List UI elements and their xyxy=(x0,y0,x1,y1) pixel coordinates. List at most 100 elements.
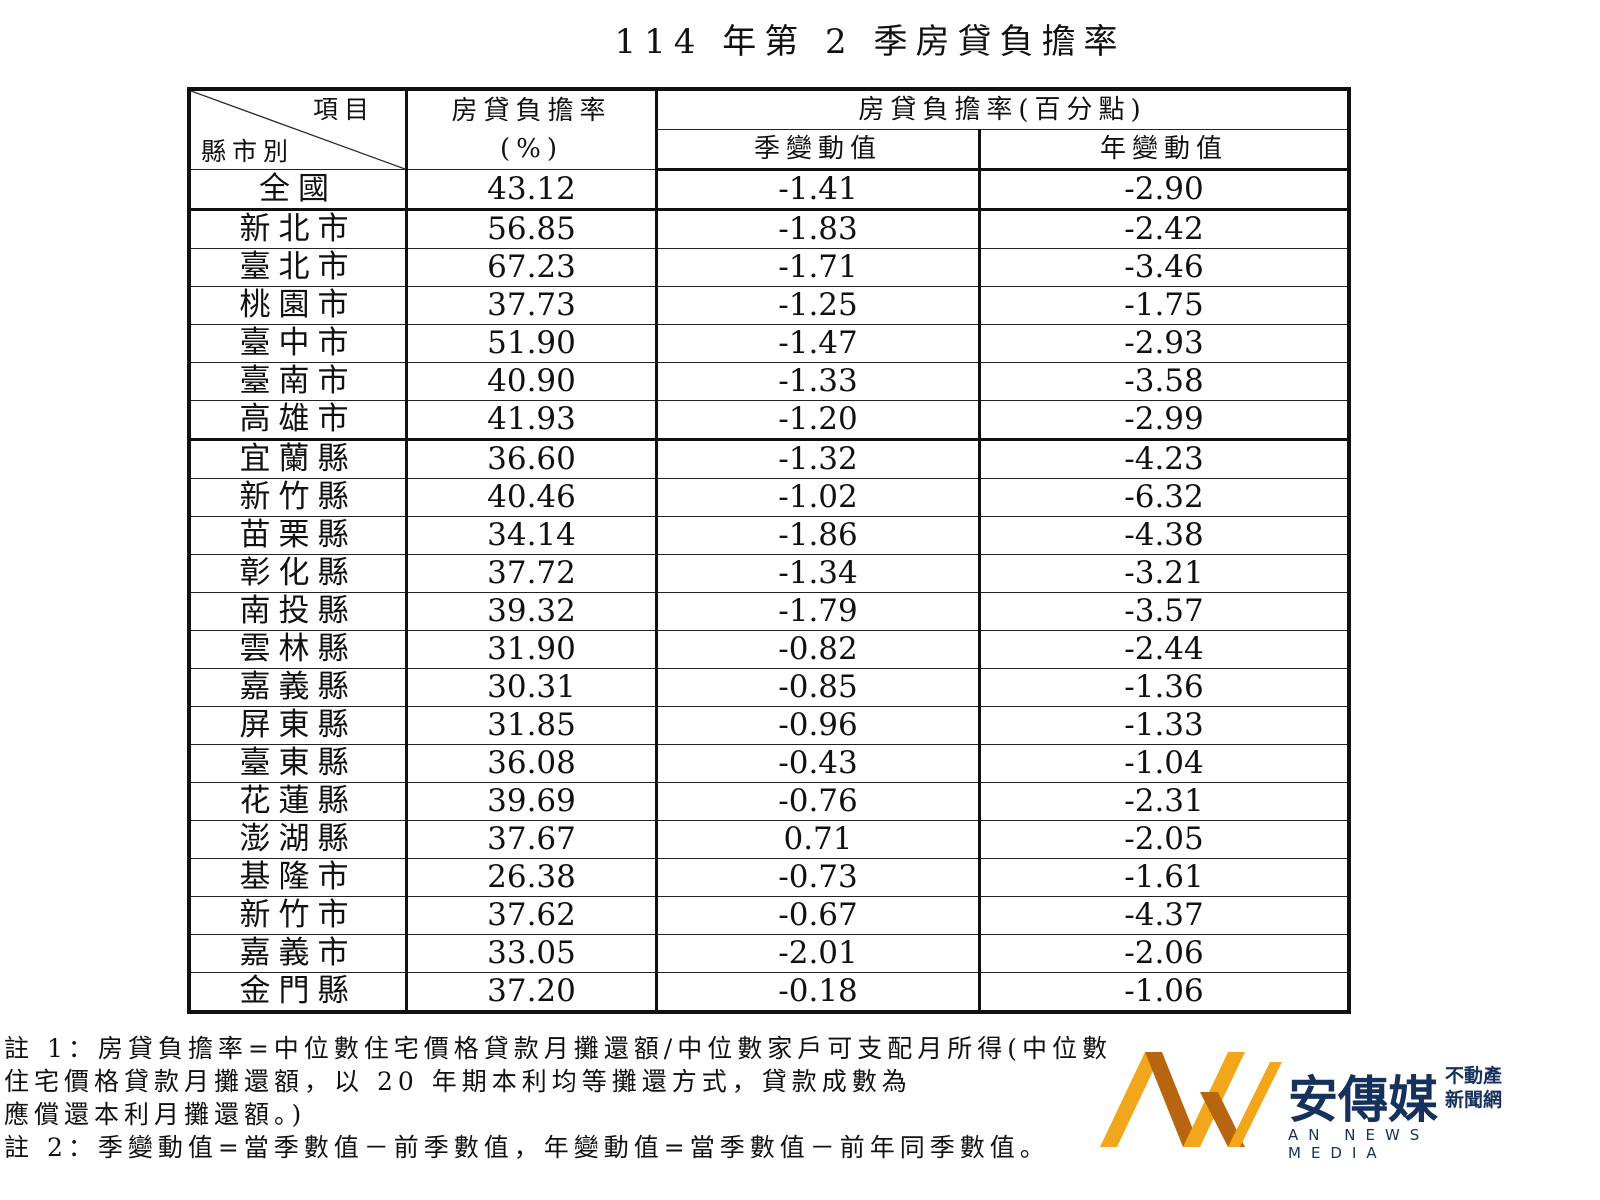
note-1-line-3: 應償還本利月攤還額。) xyxy=(4,1100,307,1129)
change-group-header: 房貸負擔率(百分點) xyxy=(656,88,1350,130)
quarter-change-cell: -0.67 xyxy=(656,896,981,935)
rate-cell: 37.67 xyxy=(406,820,658,859)
table-row: 全國 43.12 -1.41 -2.90 xyxy=(188,169,1350,211)
rate-cell: 67.23 xyxy=(406,248,658,287)
year-change-header: 年變動值 xyxy=(979,129,1350,171)
quarter-change-cell: -1.25 xyxy=(656,286,981,325)
rate-header-label: 房貸負擔率 xyxy=(451,96,612,126)
watermark-logo: 安傳媒 不動產 新聞網 AN NEWS MEDIA xyxy=(1100,1052,1540,1162)
rate-cell: 41.93 xyxy=(406,400,658,441)
region-cell: 宜蘭縣 xyxy=(188,439,408,479)
quarter-change-cell: -0.96 xyxy=(656,706,981,745)
quarter-change-cell: -1.83 xyxy=(656,209,981,249)
region-cell: 嘉義市 xyxy=(188,934,408,973)
rate-cell: 56.85 xyxy=(406,209,658,249)
logo-sub-1: 不動產 xyxy=(1445,1065,1503,1087)
year-change-cell: -2.90 xyxy=(979,169,1350,211)
region-cell: 花蓮縣 xyxy=(188,782,408,821)
logo-sub: 不動產 新聞網 xyxy=(1445,1064,1502,1112)
rate-cell: 37.72 xyxy=(406,554,658,593)
region-cell: 臺東縣 xyxy=(188,744,408,783)
region-cell: 新竹縣 xyxy=(188,478,408,517)
year-change-cell: -1.75 xyxy=(979,286,1350,325)
quarter-change-cell: 0.71 xyxy=(656,820,981,859)
table-row: 新竹縣 40.46 -1.02 -6.32 xyxy=(188,478,1350,517)
quarter-change-cell: -1.41 xyxy=(656,169,981,211)
quarter-change-cell: -1.79 xyxy=(656,592,981,631)
region-cell: 苗栗縣 xyxy=(188,516,408,555)
region-cell: 高雄市 xyxy=(188,400,408,441)
year-change-cell: -2.42 xyxy=(979,209,1350,249)
rate-cell: 31.85 xyxy=(406,706,658,745)
corner-header: 項目 縣市別 xyxy=(188,88,408,170)
table-row: 嘉義縣 30.31 -0.85 -1.36 xyxy=(188,668,1350,707)
table-row: 南投縣 39.32 -1.79 -3.57 xyxy=(188,592,1350,631)
table-row: 臺北市 67.23 -1.71 -3.46 xyxy=(188,248,1350,287)
year-change-cell: -2.05 xyxy=(979,820,1350,859)
year-change-cell: -2.31 xyxy=(979,782,1350,821)
table-row: 澎湖縣 37.67 0.71 -2.05 xyxy=(188,820,1350,859)
quarter-change-cell: -1.34 xyxy=(656,554,981,593)
year-change-cell: -3.21 xyxy=(979,554,1350,593)
region-cell: 臺北市 xyxy=(188,248,408,287)
year-change-cell: -3.46 xyxy=(979,248,1350,287)
rate-cell: 36.08 xyxy=(406,744,658,783)
region-cell: 新北市 xyxy=(188,209,408,249)
quarter-change-cell: -0.76 xyxy=(656,782,981,821)
logo-en: AN NEWS MEDIA xyxy=(1288,1126,1430,1162)
region-label: 縣市別 xyxy=(201,137,295,166)
quarter-change-cell: -1.32 xyxy=(656,439,981,479)
table-row: 臺中市 51.90 -1.47 -2.93 xyxy=(188,324,1350,363)
quarter-change-cell: -1.47 xyxy=(656,324,981,363)
table-row: 嘉義市 33.05 -2.01 -2.06 xyxy=(188,934,1350,973)
rate-cell: 37.62 xyxy=(406,896,658,935)
region-cell: 嘉義縣 xyxy=(188,668,408,707)
table-row: 高雄市 41.93 -1.20 -2.99 xyxy=(188,400,1350,441)
year-change-cell: -2.99 xyxy=(979,400,1350,441)
note-1-line-2: 住宅價格貸款月攤還額，以 20 年期本利均等攤還方式，貸款成數為 xyxy=(4,1067,912,1096)
table-row: 花蓮縣 39.69 -0.76 -2.31 xyxy=(188,782,1350,821)
table-row: 新竹市 37.62 -0.67 -4.37 xyxy=(188,896,1350,935)
region-cell: 雲林縣 xyxy=(188,630,408,669)
rate-cell: 43.12 xyxy=(406,169,658,211)
region-cell: 全國 xyxy=(188,169,408,211)
table-row: 桃園市 37.73 -1.25 -1.75 xyxy=(188,286,1350,325)
rate-cell: 33.05 xyxy=(406,934,658,973)
table-row: 苗栗縣 34.14 -1.86 -4.38 xyxy=(188,516,1350,555)
quarter-change-cell: -0.18 xyxy=(656,972,981,1013)
table-row: 臺南市 40.90 -1.33 -3.58 xyxy=(188,362,1350,401)
quarter-change-cell: -0.73 xyxy=(656,858,981,897)
logo-name: 安傳媒 xyxy=(1288,1071,1438,1129)
quarter-change-cell: -0.82 xyxy=(656,630,981,669)
rate-cell: 37.20 xyxy=(406,972,658,1013)
quarter-change-cell: -1.33 xyxy=(656,362,981,401)
quarter-change-cell: -1.02 xyxy=(656,478,981,517)
quarter-change-cell: -1.86 xyxy=(656,516,981,555)
rate-header-unit: (%) xyxy=(500,134,563,164)
quarter-change-cell: -0.85 xyxy=(656,668,981,707)
year-change-cell: -1.36 xyxy=(979,668,1350,707)
table-row: 彰化縣 37.72 -1.34 -3.21 xyxy=(188,554,1350,593)
year-change-cell: -6.32 xyxy=(979,478,1350,517)
rate-cell: 40.90 xyxy=(406,362,658,401)
rate-cell: 26.38 xyxy=(406,858,658,897)
table-row: 宜蘭縣 36.60 -1.32 -4.23 xyxy=(188,439,1350,479)
rate-cell: 36.60 xyxy=(406,439,658,479)
year-change-cell: -1.61 xyxy=(979,858,1350,897)
footnotes: 註 1：房貸負擔率=中位數住宅價格貸款月攤還額/中位數家戶可支配月所得(中位數 … xyxy=(4,1032,1594,1164)
region-cell: 基隆市 xyxy=(188,858,408,897)
year-change-cell: -2.93 xyxy=(979,324,1350,363)
page-title: 114 年第 2 季房貸負擔率 xyxy=(614,22,1126,62)
year-change-cell: -4.37 xyxy=(979,896,1350,935)
year-change-cell: -3.57 xyxy=(979,592,1350,631)
region-cell: 臺中市 xyxy=(188,324,408,363)
quarter-change-header: 季變動值 xyxy=(656,129,981,171)
year-change-cell: -1.04 xyxy=(979,744,1350,783)
table-row: 新北市 56.85 -1.83 -2.42 xyxy=(188,209,1350,249)
year-change-cell: -4.23 xyxy=(979,439,1350,479)
an-logo-icon xyxy=(1100,1052,1282,1147)
quarter-change-cell: -2.01 xyxy=(656,934,981,973)
region-cell: 南投縣 xyxy=(188,592,408,631)
quarter-change-cell: -0.43 xyxy=(656,744,981,783)
quarter-change-cell: -1.20 xyxy=(656,400,981,441)
